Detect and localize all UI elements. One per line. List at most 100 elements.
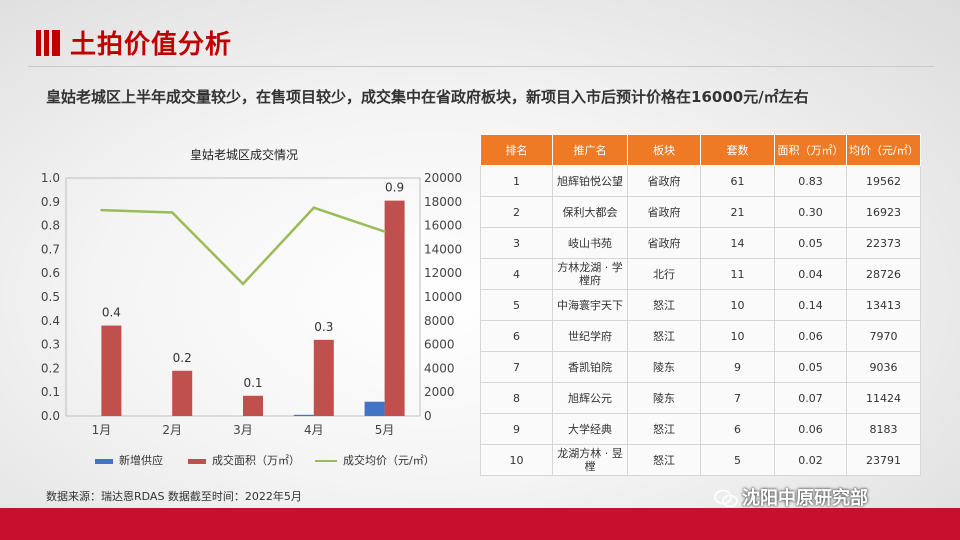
table-header-cell: 推广名: [552, 134, 628, 166]
table-cell: 11: [700, 258, 775, 290]
table-cell: 22373: [846, 227, 921, 259]
data-label: 0.9: [385, 181, 404, 195]
table-cell: 0.30: [774, 196, 847, 228]
table-header-cell: 均价（元/㎡）: [846, 134, 921, 166]
legend-item-area: 成交面积（万㎡）: [188, 452, 300, 468]
table-cell: 怒江: [627, 320, 701, 352]
table-cell: 0.06: [774, 413, 847, 445]
table-cell: 省政府: [627, 165, 701, 197]
table-row: 2 保利大都会 省政府 21 0.30 16923: [480, 196, 921, 228]
table-cell: 9: [480, 413, 553, 445]
table-cell: 7: [480, 351, 553, 383]
table-cell: 10: [480, 444, 553, 476]
table-cell: 5: [700, 444, 775, 476]
price-point: [312, 206, 315, 209]
table-row: 7 香凯铂院 陵东 9 0.05 9036: [480, 351, 921, 383]
table-cell: 5: [480, 289, 553, 321]
table-cell: 16923: [846, 196, 921, 228]
table-cell: 0.04: [774, 258, 847, 290]
table-row: 3 岐山书苑 省政府 14 0.05 22373: [480, 227, 921, 259]
y-axis-left-tick: 0.1: [41, 385, 60, 399]
table-cell: 9036: [846, 351, 921, 383]
x-axis-tick: 2月: [162, 423, 182, 437]
table-cell: 19562: [846, 165, 921, 197]
y-axis-right-tick: 18000: [424, 195, 462, 209]
table-cell: 北行: [627, 258, 701, 290]
table-cell: 旭辉公元: [552, 382, 628, 414]
y-axis-right-tick: 2000: [424, 385, 455, 399]
table-cell: 23791: [846, 444, 921, 476]
table-cell: 10: [700, 320, 775, 352]
table-cell: 6: [700, 413, 775, 445]
table-cell: 21: [700, 196, 775, 228]
y-axis-left-tick: 0.7: [41, 242, 60, 256]
data-label: 0.1: [243, 376, 262, 390]
table-cell: 0.05: [774, 227, 847, 259]
table-cell: 7970: [846, 320, 921, 352]
table-cell: 1: [480, 165, 553, 197]
table-cell: 10: [700, 289, 775, 321]
deal-chart: 0.0 0.1 0.2 0.3 0.4 0.5 0.6 0.7 0.8 0.9 1.0 0 2000 40…: [41, 171, 462, 437]
table-cell: 0.14: [774, 289, 847, 321]
legend-swatch-supply: [95, 458, 113, 464]
page-title: 土拍价值分析: [70, 30, 233, 60]
price-point: [383, 230, 386, 233]
bar-supply: [364, 401, 385, 416]
y-axis-right-tick: 12000: [424, 266, 462, 280]
bar-area: [172, 370, 193, 416]
title-bars-icon: [36, 30, 64, 56]
table-cell: 怒江: [627, 444, 701, 476]
table-cell: 0.02: [774, 444, 847, 476]
data-label: 0.2: [173, 351, 192, 365]
legend-swatch-area: [188, 458, 206, 464]
y-axis-right-tick: 6000: [424, 338, 455, 352]
table-header-cell: 板块: [627, 134, 701, 166]
table-cell: 13413: [846, 289, 921, 321]
table-cell: 61: [700, 165, 775, 197]
y-axis-right-tick: 4000: [424, 361, 455, 375]
footer-bar: [0, 508, 960, 540]
legend-label: 新增供应: [119, 454, 163, 467]
x-axis-tick: 5月: [375, 423, 395, 437]
price-point: [241, 282, 245, 286]
legend-label: 成交面积（万㎡）: [212, 454, 300, 467]
x-axis-tick: 4月: [304, 423, 324, 437]
table-row: 5 中海寰宇天下 怒江 10 0.14 13413: [480, 289, 921, 321]
y-axis-right-tick: 14000: [424, 242, 462, 256]
table-cell: 世纪学府: [552, 320, 628, 352]
table-cell: 香凯铂院: [552, 351, 628, 383]
table-cell: 保利大都会: [552, 196, 628, 228]
table-cell: 省政府: [627, 196, 701, 228]
table-cell: 龙湖方林 · 昱樘: [552, 444, 628, 476]
table-header-cell: 套数: [700, 134, 775, 166]
brand-name: 沈阳中原研究部: [742, 488, 868, 509]
wechat-icon: [714, 489, 738, 508]
table-cell: 8: [480, 382, 553, 414]
table-cell: 14: [700, 227, 775, 259]
y-axis-left-tick: 0.0: [41, 409, 60, 423]
legend-item-price: 成交均价（元/㎡）: [315, 452, 435, 468]
y-axis-left-tick: 0.6: [41, 266, 60, 280]
table-cell: 8183: [846, 413, 921, 445]
table-cell: 方林龙湖 · 学樘府: [552, 258, 628, 290]
y-axis-left-tick: 0.9: [41, 195, 60, 209]
table-cell: 0.05: [774, 351, 847, 383]
data-label: 0.3: [314, 320, 333, 334]
table-cell: 6: [480, 320, 553, 352]
data-source-note: 数据来源：瑞达恩RDAS 数据截至时间：2022年5月: [46, 490, 302, 503]
y-axis-left-tick: 0.4: [41, 314, 60, 328]
y-axis-left-tick: 1.0: [41, 171, 60, 185]
bar-area: [243, 395, 263, 416]
bar-area: [384, 200, 405, 416]
legend-item-supply: 新增供应: [95, 452, 163, 468]
price-line: [101, 206, 385, 286]
y-axis-left-tick: 0.8: [41, 219, 60, 233]
x-axis-tick: 3月: [233, 423, 253, 437]
table-cell: 2: [480, 196, 553, 228]
y-axis-left-tick: 0.5: [41, 290, 60, 304]
table-row: 9 大学经典 怒江 6 0.06 8183: [480, 413, 921, 445]
y-axis-left-tick: 0.2: [41, 361, 60, 375]
table-header-cell: 排名: [480, 134, 553, 166]
bar-supply: [293, 414, 314, 416]
table-cell: 0.07: [774, 382, 847, 414]
